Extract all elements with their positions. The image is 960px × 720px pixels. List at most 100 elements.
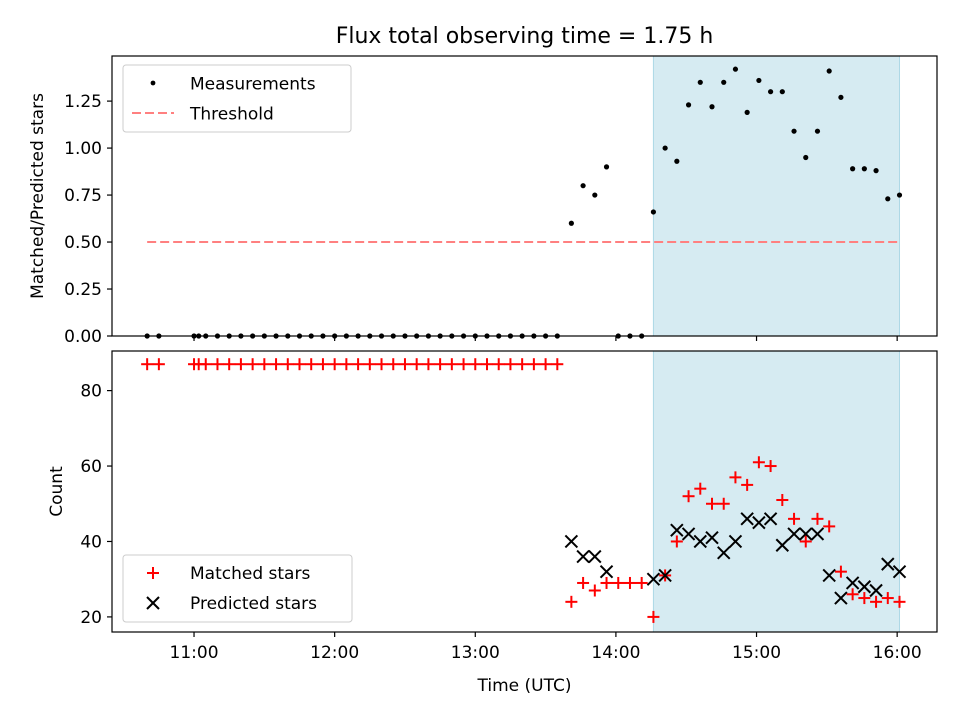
- panel-counts: 11:00 12:00 13:00 14:00 15:00 16:00 20406080 …: [47, 350, 938, 663]
- predicted-star-point: [658, 568, 672, 583]
- matched-star-point: [717, 497, 730, 510]
- y-axis-label: Matched/Predicted stars: [28, 93, 48, 299]
- y-ticks: 20 40 60 80: [80, 382, 112, 628]
- measurement-point: [580, 183, 586, 189]
- matched-star-point: [527, 358, 540, 371]
- matched-star-point: [823, 520, 836, 533]
- measurement-point: [791, 128, 797, 134]
- matched-star-point: [788, 512, 801, 525]
- matched-star-point: [434, 358, 447, 371]
- legend-bottom: Matched stars Predicted stars: [122, 554, 353, 623]
- matched-star-point: [246, 358, 259, 371]
- predicted-star-point: [670, 523, 684, 537]
- y-tick-label: 80: [80, 382, 102, 402]
- matched-star-point: [600, 576, 613, 589]
- matched-star-point: [398, 358, 411, 371]
- matched-star-point: [588, 584, 601, 597]
- predicted-star-point: [799, 527, 813, 541]
- predicted-star-point: [564, 534, 579, 549]
- y-tick-label: 1.25: [64, 92, 102, 112]
- predicted-star-point: [810, 527, 825, 541]
- predicted-star-point: [822, 568, 836, 583]
- measurement-point: [592, 192, 598, 198]
- chart-title: Flux total observing time = 1.75 h: [336, 24, 714, 49]
- measurement-point: [756, 77, 762, 84]
- measurement-point: [826, 68, 832, 74]
- measurement-point: [603, 164, 610, 170]
- legend-matched-marker: [147, 567, 159, 579]
- matched-star-point: [577, 576, 590, 589]
- matched-star-point: [492, 358, 505, 371]
- x-tick-label: 15:00: [732, 643, 781, 663]
- matched-star-point: [551, 358, 564, 371]
- plot-frame: [111, 55, 938, 337]
- matched-star-point: [211, 358, 224, 371]
- y-tick-label: 0.00: [64, 327, 102, 347]
- y-tick-label: 40: [80, 532, 102, 552]
- predicted-star-point: [763, 512, 778, 526]
- plot-frame: [111, 350, 938, 633]
- matched-star-point: [670, 535, 683, 548]
- measurement-point: [744, 109, 750, 115]
- x-axis-label: Time (UTC): [477, 676, 572, 696]
- predicted-star-point: [717, 546, 731, 560]
- y-tick-label: 1.00: [64, 139, 102, 159]
- legend-predicted-marker: [146, 596, 160, 610]
- matched-star-point: [858, 592, 871, 605]
- matched-star-point: [612, 576, 625, 589]
- matched-star-point: [141, 358, 154, 371]
- matched-star-point: [565, 595, 578, 608]
- y-tick-label: 20: [80, 608, 102, 628]
- matched-star-point: [834, 565, 847, 578]
- predicted-star-point: [681, 527, 696, 541]
- matched-star-point: [410, 358, 423, 371]
- observing-window-shade: [652, 350, 901, 633]
- panel-ratio: 0.00 0.25 0.50 0.75 1.00 1.25 Matched/Predict…: [28, 55, 938, 347]
- measurement-point: [568, 220, 574, 226]
- matched-star-point: [623, 576, 636, 589]
- measurement-point: [885, 196, 891, 202]
- predicted-star-point: [740, 512, 754, 526]
- matched-star-point: [682, 490, 695, 503]
- observing-window-shade: [652, 55, 901, 337]
- x-tick-label: 16:00: [873, 643, 922, 663]
- y-tick-label: 60: [80, 457, 102, 477]
- matched-star-point: [234, 358, 247, 371]
- matched-star-point: [316, 358, 329, 371]
- legend-box: [122, 554, 353, 623]
- measurement-point: [685, 102, 692, 108]
- measurement-point: [650, 209, 657, 215]
- measurement-point: [709, 104, 715, 110]
- measurement-point: [873, 168, 879, 174]
- measurement-point: [896, 192, 903, 198]
- x-tick-label: 14:00: [591, 643, 640, 663]
- matched-star-point: [281, 358, 294, 371]
- y-axis-label: Count: [47, 466, 67, 517]
- predicted-star-point: [881, 557, 895, 571]
- matched-star-point: [776, 493, 789, 506]
- predicted-star-point: [845, 576, 860, 590]
- predicted-star-point: [693, 534, 707, 549]
- matched-star-point: [647, 610, 660, 623]
- matched-star-point: [258, 358, 271, 371]
- matched-star-point: [539, 358, 552, 371]
- matched-star-point: [445, 358, 458, 371]
- matched-star-point: [635, 576, 648, 589]
- measurement-point: [662, 145, 668, 151]
- legend-measurements-marker: [150, 80, 156, 86]
- matched-star-point: [152, 358, 165, 371]
- matched-star-point: [881, 592, 894, 605]
- matched-star-point: [469, 358, 482, 371]
- matched-star-point: [752, 456, 765, 469]
- y-tick-label: 0.50: [64, 233, 102, 253]
- measurement-point: [721, 79, 727, 85]
- x-tick-label: 11:00: [170, 643, 219, 663]
- matched-star-point: [422, 358, 435, 371]
- matched-star-point: [270, 358, 283, 371]
- x-tick-label: 12:00: [310, 643, 359, 663]
- matched-star-point: [328, 358, 341, 371]
- matched-star-point: [811, 512, 824, 525]
- matched-star-point: [363, 358, 376, 371]
- matched-star-point: [741, 478, 754, 491]
